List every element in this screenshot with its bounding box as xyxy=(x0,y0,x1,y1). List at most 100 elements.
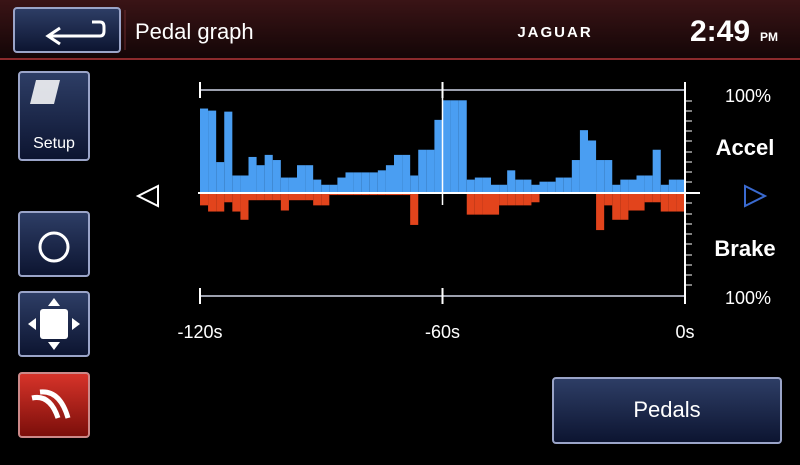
setup-label: Setup xyxy=(33,135,75,152)
bar xyxy=(280,193,289,211)
bar xyxy=(410,193,419,225)
bar xyxy=(668,179,677,193)
bar xyxy=(337,177,346,193)
pedal-icon xyxy=(31,389,71,419)
bar xyxy=(571,160,580,193)
bar xyxy=(385,165,394,193)
bar xyxy=(361,172,370,193)
bar xyxy=(555,177,564,193)
bar xyxy=(256,165,265,193)
bar xyxy=(240,193,249,220)
bar xyxy=(272,160,281,193)
bar xyxy=(668,193,677,212)
bar xyxy=(482,177,491,193)
bar xyxy=(450,100,459,193)
bar xyxy=(313,179,322,193)
bar xyxy=(523,179,532,193)
bar xyxy=(426,149,435,193)
bar xyxy=(385,193,394,196)
bar xyxy=(224,111,233,193)
bar xyxy=(305,165,314,193)
bar xyxy=(280,177,289,193)
bar xyxy=(402,154,411,193)
pedal-graph: 100% 100% Accel Brake -120s -60s 0s xyxy=(177,82,776,342)
bar xyxy=(523,193,532,206)
bar xyxy=(604,193,613,206)
bar xyxy=(345,193,354,196)
bar xyxy=(620,179,629,193)
bar xyxy=(563,177,572,193)
bar xyxy=(216,162,225,193)
bar xyxy=(377,170,386,193)
bar xyxy=(208,110,217,193)
bar xyxy=(515,179,524,193)
bar xyxy=(272,193,281,201)
bar xyxy=(329,184,338,193)
bar xyxy=(288,193,297,201)
bar xyxy=(329,193,338,196)
bar xyxy=(232,193,241,212)
x-tick-label: 0s xyxy=(675,322,694,342)
bar xyxy=(539,181,548,193)
bar xyxy=(596,193,605,231)
bar xyxy=(256,193,265,201)
bar xyxy=(515,193,524,206)
bar xyxy=(321,184,330,193)
bar xyxy=(579,130,588,193)
bar xyxy=(644,193,653,203)
bar xyxy=(499,193,508,206)
page-title: Pedal graph xyxy=(135,19,254,44)
flag-icon xyxy=(30,80,60,104)
y-tick-label: 100% xyxy=(725,86,771,106)
gforce-box xyxy=(40,309,68,339)
bar xyxy=(200,108,209,193)
bar xyxy=(507,170,516,193)
bar xyxy=(297,193,306,201)
prev-arrow[interactable] xyxy=(135,184,159,208)
bar xyxy=(353,193,362,196)
bar xyxy=(652,149,661,193)
bar xyxy=(394,193,403,196)
bar xyxy=(482,193,491,215)
clock: 2:49 xyxy=(690,15,750,48)
bar xyxy=(531,184,540,193)
bar xyxy=(628,179,637,193)
bar xyxy=(604,160,613,193)
y2-tick-label: 100% xyxy=(725,288,771,308)
bar xyxy=(337,193,346,196)
bar xyxy=(644,175,653,193)
bar xyxy=(353,172,362,193)
bar xyxy=(369,193,378,196)
timer-button[interactable] xyxy=(18,211,90,277)
bar xyxy=(248,193,257,201)
bar xyxy=(402,193,411,196)
next-arrow[interactable] xyxy=(744,184,768,208)
bar xyxy=(466,179,475,193)
bar xyxy=(418,149,427,193)
bar xyxy=(240,175,249,193)
bar xyxy=(361,193,370,196)
bar xyxy=(499,184,508,193)
bar xyxy=(264,154,273,193)
back-icon xyxy=(45,20,106,46)
am-pm: PM xyxy=(760,30,778,44)
x-tick-label: -60s xyxy=(425,322,460,342)
header-bar xyxy=(0,0,800,60)
bar xyxy=(394,154,403,193)
bar xyxy=(232,175,241,193)
pedals-button[interactable] xyxy=(552,377,782,444)
back-button[interactable] xyxy=(13,7,121,53)
x-tick-label: -120s xyxy=(177,322,222,342)
bar xyxy=(248,156,257,193)
brand: JAGUAR xyxy=(517,24,592,41)
bar xyxy=(216,193,225,212)
bar xyxy=(313,193,322,206)
bar xyxy=(442,100,451,193)
bar xyxy=(208,193,217,212)
bar xyxy=(620,193,629,220)
bar xyxy=(305,193,314,201)
bar xyxy=(596,160,605,193)
bar xyxy=(612,184,621,193)
bar xyxy=(660,193,669,212)
